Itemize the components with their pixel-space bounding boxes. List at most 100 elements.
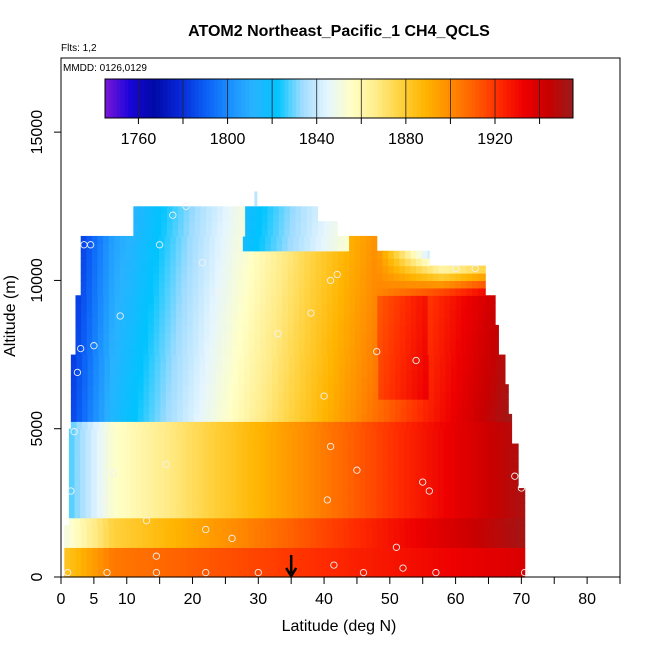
- heatmap-cell: [326, 443, 333, 452]
- heatmap-cell: [404, 436, 411, 445]
- heatmap-cell: [187, 339, 194, 348]
- heatmap-cell: [394, 554, 401, 563]
- heatmap-cell: [360, 287, 367, 296]
- heatmap-cell: [344, 421, 351, 430]
- heatmap-cell: [478, 406, 486, 415]
- heatmap-cell: [85, 450, 92, 459]
- heatmap-cell: [439, 376, 446, 385]
- heatmap-cell: [103, 332, 110, 341]
- heatmap-cell: [259, 532, 267, 541]
- heatmap-cell: [462, 406, 469, 415]
- heatmap-cell: [510, 517, 517, 526]
- heatmap-cell: [427, 273, 434, 282]
- heatmap-cell: [248, 265, 255, 274]
- heatmap-cell: [219, 436, 227, 445]
- heatmap-cell: [125, 562, 132, 571]
- heatmap-cell: [209, 302, 216, 311]
- heatmap-cell: [293, 339, 300, 348]
- heatmap-cell: [281, 510, 288, 519]
- heatmap-cell: [164, 273, 171, 282]
- heatmap-cell: [298, 443, 305, 452]
- heatmap-cell: [226, 332, 233, 341]
- flight-point: [155, 241, 164, 249]
- heatmap-cell: [231, 517, 238, 526]
- heatmap-cell: [142, 280, 149, 289]
- heatmap-cell: [204, 554, 211, 563]
- heatmap-cell: [399, 273, 406, 282]
- heatmap-cell: [114, 525, 121, 534]
- heatmap-cell: [350, 369, 357, 378]
- heatmap-cell: [255, 376, 262, 385]
- heatmap-cell: [494, 317, 496, 326]
- flight-point: [202, 525, 210, 534]
- heatmap-cell: [409, 495, 417, 504]
- heatmap-cell: [187, 310, 194, 319]
- heatmap-cell: [489, 317, 496, 326]
- heatmap-cell: [221, 391, 228, 400]
- heatmap-cell: [154, 384, 161, 393]
- heatmap-cell: [472, 295, 479, 304]
- heatmap-cell: [148, 317, 155, 326]
- heatmap-cell: [510, 510, 517, 519]
- heatmap-cell: [381, 480, 389, 489]
- heatmap-cell: [114, 280, 121, 289]
- heatmap-cell: [97, 562, 105, 571]
- heatmap-cell: [147, 510, 154, 519]
- heatmap-cell: [466, 332, 473, 341]
- heatmap-cell: [493, 517, 500, 526]
- heatmap-cell: [163, 517, 171, 526]
- heatmap-cell: [186, 258, 194, 267]
- heatmap-cell: [393, 480, 400, 489]
- heatmap-cell: [203, 458, 210, 467]
- heatmap-cell: [304, 302, 311, 311]
- heatmap-cell: [254, 191, 258, 207]
- heatmap-cell: [191, 458, 199, 467]
- heatmap-cell: [147, 473, 154, 482]
- heatmap-cell: [314, 473, 322, 482]
- heatmap-cell: [342, 488, 349, 497]
- heatmap-cell: [181, 310, 188, 319]
- heatmap-cell: [133, 206, 140, 215]
- heatmap-cell: [428, 354, 435, 363]
- heatmap-cell: [292, 465, 299, 474]
- heatmap-cell: [80, 235, 87, 244]
- heatmap-cell: [305, 406, 312, 415]
- heatmap-cell: [113, 443, 120, 452]
- heatmap-cell: [494, 525, 501, 534]
- heatmap-cell: [85, 510, 92, 519]
- heatmap-cell: [265, 310, 272, 319]
- heatmap-cell: [231, 458, 238, 467]
- heatmap-cell: [175, 273, 182, 282]
- heatmap-cell: [265, 265, 272, 274]
- heatmap-cell: [471, 443, 478, 452]
- heatmap-cell: [163, 450, 171, 459]
- heatmap-cell: [367, 399, 374, 408]
- heatmap-cell: [410, 280, 417, 289]
- colorbar-swatch: [459, 79, 465, 118]
- heatmap-cell: [327, 539, 334, 548]
- heatmap-cell: [455, 532, 462, 541]
- colorbar-swatch: [112, 79, 118, 118]
- heatmap-cell: [97, 532, 105, 541]
- heatmap-cell: [181, 562, 188, 571]
- heatmap-cell: [249, 421, 256, 430]
- heatmap-cell: [312, 213, 319, 222]
- heatmap-cell: [283, 391, 290, 400]
- heatmap-cell: [152, 488, 159, 497]
- heatmap-cell: [86, 295, 93, 304]
- heatmap-cell: [326, 243, 333, 252]
- heatmap-cell: [315, 332, 323, 341]
- heatmap-cell: [372, 421, 379, 430]
- heatmap-cell: [382, 525, 390, 534]
- heatmap-cell: [405, 295, 412, 304]
- heatmap-cell: [103, 539, 110, 548]
- heatmap-cell: [165, 413, 173, 422]
- heatmap-cell: [349, 324, 356, 333]
- heatmap-cell: [103, 302, 110, 311]
- heatmap-cell: [309, 458, 316, 467]
- heatmap-cell: [400, 369, 407, 378]
- heatmap-cell: [478, 354, 486, 363]
- heatmap-cell: [505, 525, 513, 534]
- heatmap-cell: [354, 258, 361, 267]
- heatmap-cell: [220, 569, 227, 578]
